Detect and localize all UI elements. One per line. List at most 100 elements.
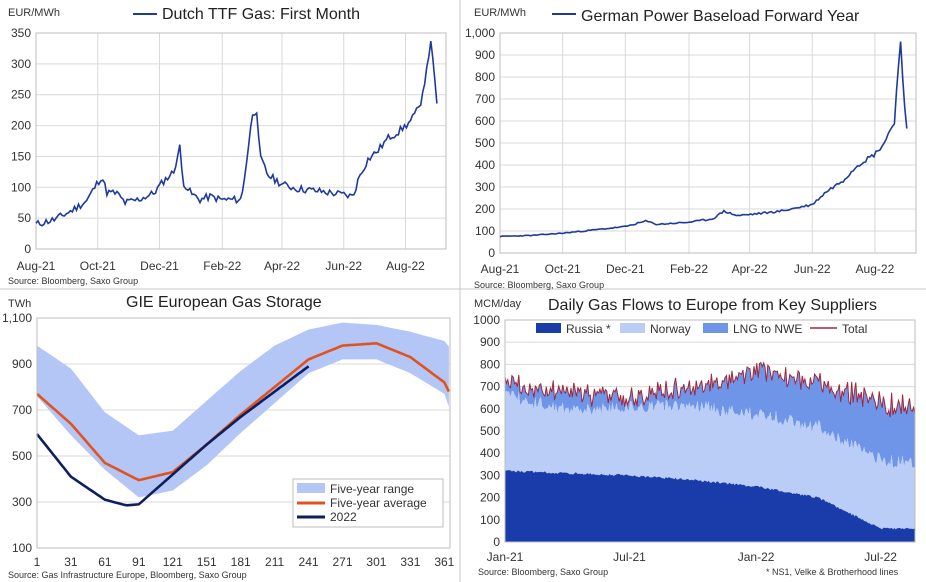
- legend-swatch-russia: [536, 323, 561, 333]
- x-tick-label: 1: [34, 555, 41, 569]
- x-tick-label: Feb-22: [670, 262, 708, 276]
- y-tick-label: 100: [12, 541, 32, 555]
- y-tick-label: 700: [475, 92, 495, 106]
- legend-label-avg: Five-year average: [330, 496, 427, 510]
- y-tick-label: 150: [11, 149, 31, 163]
- y-tick-label: 100: [480, 513, 500, 527]
- y-tick-label: 300: [480, 468, 500, 482]
- power-series-line: [499, 41, 908, 238]
- y-tick-label: 500: [12, 449, 32, 463]
- y-tick-label: 200: [480, 491, 500, 505]
- y-tick-label: 900: [480, 335, 500, 349]
- power-source: Source: Bloomberg, Saxo Group: [474, 280, 604, 290]
- y-tick-label: 800: [475, 70, 495, 84]
- y-tick-label: 200: [475, 202, 495, 216]
- legend-label-2022: 2022: [330, 510, 357, 524]
- y-tick-label: 250: [11, 88, 31, 102]
- x-tick-label: Jul-21: [613, 550, 646, 564]
- x-tick-label: Dec-21: [606, 262, 645, 276]
- x-tick-label: Feb-22: [203, 259, 241, 273]
- x-tick-label: Apr-22: [732, 262, 768, 276]
- y-tick-label: 600: [475, 114, 495, 128]
- y-tick-label: 0: [488, 246, 495, 260]
- flows-russia-area: [505, 470, 915, 542]
- x-tick-label: Oct-21: [545, 262, 581, 276]
- x-tick-label: 271: [332, 555, 352, 569]
- y-tick-label: 100: [11, 180, 31, 194]
- x-tick-label: 331: [400, 555, 420, 569]
- y-tick-label: 100: [475, 224, 495, 238]
- legend-label-range: Five-year range: [330, 482, 414, 496]
- ttf-source: Source: Bloomberg, Saxo Group: [8, 276, 138, 286]
- x-tick-label: Apr-22: [264, 259, 300, 273]
- x-tick-label: 31: [64, 555, 78, 569]
- x-tick-label: Jun-22: [325, 259, 362, 273]
- storage-2022-line: [35, 365, 310, 507]
- x-tick-label: Aug-22: [856, 262, 895, 276]
- y-tick-label: 1000: [473, 313, 500, 327]
- flows-footnote: * NS1, Velke & Brotherhood lines: [766, 567, 899, 577]
- flows-title: Daily Gas Flows to Europe from Key Suppl…: [548, 297, 877, 314]
- storage-five-year-average-line: [36, 341, 451, 482]
- y-tick-label: 300: [12, 495, 32, 509]
- x-tick-label: 361: [434, 555, 454, 569]
- y-tick-label: 500: [475, 136, 495, 150]
- x-tick-label: Jan-22: [738, 550, 775, 564]
- y-tick-label: 900: [475, 48, 495, 62]
- x-tick-label: Jan-21: [487, 550, 524, 564]
- gas-flows-chart: MCM/day Daily Gas Flows to Europe from K…: [473, 297, 916, 577]
- x-tick-label: Aug-22: [386, 259, 425, 273]
- y-tick-label: 700: [12, 403, 32, 417]
- y-tick-label: 0: [493, 535, 500, 549]
- y-tick-label: 700: [480, 380, 500, 394]
- y-tick-label: 300: [11, 57, 31, 71]
- y-tick-label: 400: [475, 158, 495, 172]
- power-plot-frame: [499, 32, 917, 254]
- ttf-legend-label: Dutch TTF Gas: First Month: [162, 6, 360, 23]
- x-tick-label: Oct-21: [80, 259, 116, 273]
- y-tick-label: 900: [12, 357, 32, 371]
- flows-plot-frame: [504, 319, 916, 543]
- power-legend-label: German Power Baseload Forward Year: [581, 8, 860, 25]
- legend-label-norway: Norway: [650, 322, 691, 336]
- storage-legend: Five-year range Five-year average 2022: [292, 478, 444, 528]
- y-tick-label: 1,100: [2, 311, 32, 325]
- ttf-gas-chart: EUR/MWh Dutch TTF Gas: First Month 0 50 10…: [8, 6, 447, 286]
- y-tick-label: 50: [18, 211, 32, 225]
- x-tick-label: Aug-21: [481, 262, 520, 276]
- x-tick-label: Jul-22: [864, 550, 897, 564]
- storage-five-year-range-area: [37, 322, 449, 498]
- legend-label-total: Total: [842, 322, 867, 336]
- x-tick-label: 61: [98, 555, 112, 569]
- ttf-unit-label: EUR/MWh: [8, 7, 60, 19]
- storage-title: GIE European Gas Storage: [126, 294, 322, 311]
- x-tick-label: Aug-21: [17, 259, 56, 273]
- storage-plot-frame: [36, 317, 451, 549]
- y-tick-label: 400: [480, 446, 500, 460]
- ttf-gas-series-line: [35, 40, 438, 227]
- x-tick-label: 151: [197, 555, 217, 569]
- x-tick-label: 211: [265, 555, 284, 569]
- x-tick-label: Dec-21: [140, 259, 179, 273]
- german-power-chart: EUR/MWh German Power Baseload Forward Ye…: [465, 7, 917, 290]
- flows-total-line: [504, 361, 916, 418]
- legend-swatch-lng: [703, 323, 728, 333]
- flows-legend: Russia * Norway LNG to NWE Total: [536, 322, 867, 336]
- legend-label-lng: LNG to NWE: [733, 322, 802, 336]
- x-tick-label: Jun-22: [794, 262, 831, 276]
- gas-storage-chart: TWh GIE European Gas Storage 100 300 500 70…: [2, 294, 455, 580]
- flows-unit-label: MCM/day: [474, 298, 522, 310]
- x-tick-label: 301: [366, 555, 386, 569]
- storage-unit-label: TWh: [8, 298, 31, 310]
- power-unit-label: EUR/MWh: [474, 7, 526, 19]
- flows-norway-area: [505, 390, 915, 530]
- y-tick-label: 500: [480, 424, 500, 438]
- x-tick-label: 241: [299, 555, 319, 569]
- y-tick-label: 200: [11, 119, 31, 133]
- y-tick-label: 300: [475, 180, 495, 194]
- y-tick-label: 800: [480, 357, 500, 371]
- y-tick-label: 600: [480, 402, 500, 416]
- ttf-plot-frame: [35, 32, 447, 250]
- x-tick-label: 121: [163, 555, 183, 569]
